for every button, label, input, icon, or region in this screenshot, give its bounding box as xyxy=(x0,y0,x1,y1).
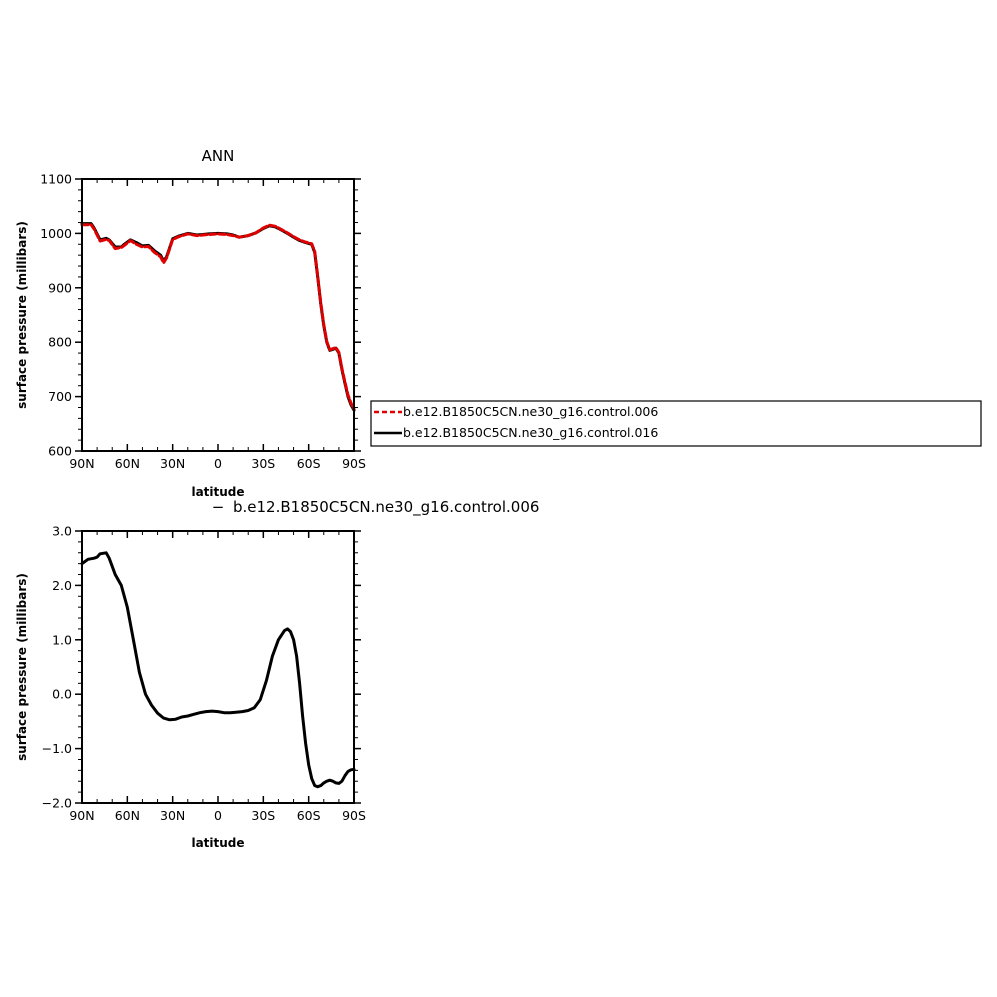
panel-bottom-ytick-label-2: 0.0 xyxy=(52,687,72,702)
panel-bottom-xtick-label-3: 0 xyxy=(214,808,222,823)
bottom-panel-title-prefix: − xyxy=(212,498,225,516)
panel-top-series-2-line xyxy=(80,223,356,411)
panel-top-xtick-label-0: 90N xyxy=(69,456,94,471)
legend: b.e12.B1850C5CN.ne30_g16.control.006 b.e… xyxy=(370,400,982,447)
top-x-axis-label: latitude xyxy=(191,485,244,499)
top-plot-area: 90N 60N 30N 0 30S 60S 90S 600 700 800 900 1000 1100 xyxy=(40,172,366,472)
panel-top-xtick-label-4: 30S xyxy=(251,456,275,471)
panel-top-ytick-label-3: 900 xyxy=(48,280,72,295)
panel-top-xtick-label-2: 30N xyxy=(160,456,185,471)
panel-top-ytick-label-2: 800 xyxy=(48,335,72,350)
panel-bottom-xtick-label-5: 60S xyxy=(297,808,321,823)
panel-top-xtick-label-6: 90S xyxy=(342,456,366,471)
panel-bottom-ytick-label-4: 2.0 xyxy=(52,578,72,593)
panel-top-xtick-label-3: 0 xyxy=(214,456,222,471)
panel-top-ytick-label-4: 1000 xyxy=(40,226,72,241)
panel-top-xtick-label-1: 60N xyxy=(115,456,140,471)
panel-bottom-xtick-label-4: 30S xyxy=(251,808,275,823)
bottom-x-axis-label: latitude xyxy=(191,836,244,850)
panel-bottom-ytick-label-3: 1.0 xyxy=(52,632,72,647)
panel-bottom-ytick-label-0: −2.0 xyxy=(42,796,72,811)
panel-top-ytick-label-5: 1100 xyxy=(40,172,72,187)
bottom-panel: − b.e12.B1850C5CN.ne30_g16.control.006 9… xyxy=(15,498,539,850)
panel-top-ytick-label-0: 600 xyxy=(48,444,72,459)
bottom-plot-area: 90N 60N 30N 0 30S 60S 90S −2.0 −1.0 0.0 1.0 2.0 3.0 xyxy=(42,524,366,824)
top-y-axis-label: surface pressure (millibars) xyxy=(15,221,29,409)
legend-label-series-1: b.e12.B1850C5CN.ne30_g16.control.006 xyxy=(403,404,658,419)
bottom-y-axis-label: surface pressure (millibars) xyxy=(15,573,29,761)
panel-bottom-ytick-label-1: −1.0 xyxy=(42,741,72,756)
panel-top-frame xyxy=(81,178,355,452)
panel-top-xtick-label-5: 60S xyxy=(297,456,321,471)
top-panel-title: ANN xyxy=(202,147,235,165)
panel-bottom-frame xyxy=(81,530,355,804)
panel-top-ytick-label-1: 700 xyxy=(48,389,72,404)
top-panel: ANN 90N 60N 30N 0 30S 60S 90S 600 700 800 900 1000 1… xyxy=(15,147,366,499)
bottom-panel-title: b.e12.B1850C5CN.ne30_g16.control.006 xyxy=(233,498,539,517)
panel-bottom-xtick-label-2: 30N xyxy=(160,808,185,823)
panel-bottom-xtick-label-1: 60N xyxy=(115,808,140,823)
panel-bottom-xtick-label-0: 90N xyxy=(69,808,94,823)
panel-bottom-series-1-line xyxy=(80,551,356,789)
panel-bottom-ytick-label-5: 3.0 xyxy=(52,524,72,539)
panel-bottom-xtick-label-6: 90S xyxy=(342,808,366,823)
legend-label-series-2: b.e12.B1850C5CN.ne30_g16.control.016 xyxy=(403,425,658,440)
legend-box xyxy=(370,400,982,447)
